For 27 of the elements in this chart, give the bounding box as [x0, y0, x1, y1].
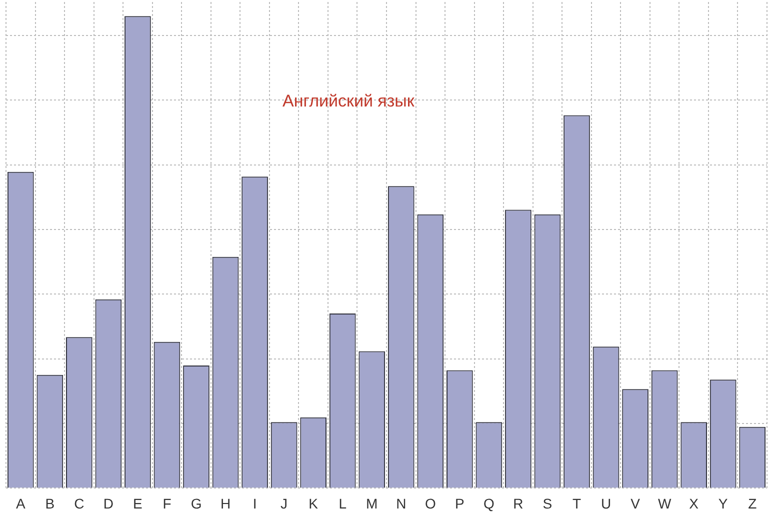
- x-tick-label: D: [103, 495, 114, 512]
- x-tick-label: J: [280, 495, 288, 512]
- x-tick-label: H: [220, 495, 231, 512]
- x-tick-label: M: [366, 495, 378, 512]
- x-tick-label: Y: [718, 495, 728, 512]
- x-tick-label: X: [689, 495, 700, 512]
- x-tick-label: C: [74, 495, 84, 512]
- x-tick-label: V: [630, 495, 641, 512]
- x-tick-label: P: [455, 495, 464, 512]
- x-tick-label: S: [542, 495, 552, 512]
- x-tick-label: Z: [748, 495, 758, 512]
- x-tick-label: I: [252, 495, 257, 512]
- x-tick-label: Q: [483, 495, 494, 512]
- x-tick-label: W: [658, 495, 672, 512]
- x-tick-label: G: [190, 495, 202, 512]
- x-tick-label: T: [572, 495, 582, 512]
- x-tick-label: N: [396, 495, 406, 512]
- x-tick-label: R: [513, 495, 524, 512]
- x-tick-label: U: [600, 495, 612, 512]
- annotation: Английский язык: [282, 92, 415, 111]
- x-tick-label: L: [338, 495, 347, 512]
- x-tick-label: O: [424, 495, 436, 512]
- x-tick-label: E: [133, 495, 142, 512]
- x-tick-label: F: [162, 495, 172, 512]
- x-tick-label: K: [308, 495, 319, 512]
- x-tick-label: A: [16, 495, 26, 512]
- x-tick-label: B: [45, 495, 55, 512]
